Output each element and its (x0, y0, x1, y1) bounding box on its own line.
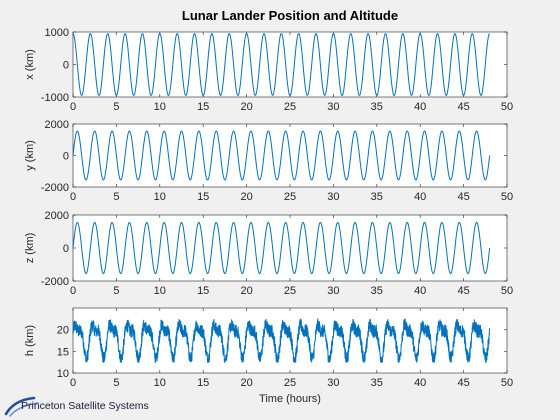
x-tick-label: 30 (327, 101, 339, 113)
x-tick-label: 40 (414, 191, 426, 203)
x-tick-label: 25 (284, 191, 296, 203)
y-tick-label: 2000 (45, 119, 69, 131)
x-tick-label: 50 (501, 377, 513, 389)
x-tick-label: 35 (371, 191, 383, 203)
x-tick-label: 15 (197, 377, 209, 389)
y-tick-label: -1000 (41, 92, 69, 104)
x-tick-label: 45 (457, 285, 469, 297)
x-tick-label: 5 (113, 191, 119, 203)
y-tick-label: -2000 (41, 276, 69, 288)
x-tick-label: 10 (154, 377, 166, 389)
y-tick-label: -2000 (41, 182, 69, 194)
x-tick-label: 25 (284, 285, 296, 297)
x-tick-label: 50 (501, 101, 513, 113)
y-tick-label: 0 (63, 151, 69, 163)
y-axis-label: z (km) (24, 233, 36, 264)
y-axis-label: x (km) (24, 49, 36, 80)
x-tick-label: 0 (70, 101, 76, 113)
series-line-1 (72, 33, 490, 96)
x-tick-label: 20 (240, 285, 252, 297)
x-tick-label: 20 (240, 377, 252, 389)
y-tick-label: 20 (57, 325, 69, 337)
swoosh-logo-icon (4, 396, 39, 417)
x-tick-label: 20 (240, 101, 252, 113)
logo-text: Princeton Satellite Systems (21, 400, 149, 412)
x-tick-label: 40 (414, 285, 426, 297)
y-tick-label: 0 (63, 243, 69, 255)
x-tick-label: 35 (371, 377, 383, 389)
x-tick-label: 30 (327, 285, 339, 297)
y-tick-label: 2000 (45, 210, 69, 222)
x-tick-label: 50 (501, 191, 513, 203)
x-tick-label: 15 (197, 191, 209, 203)
x-tick-label: 10 (154, 191, 166, 203)
x-tick-label: 10 (154, 101, 166, 113)
x-tick-label: 35 (371, 101, 383, 113)
x-tick-label: 25 (284, 101, 296, 113)
y-tick-label: 1000 (45, 27, 69, 39)
x-tick-label: 15 (197, 101, 209, 113)
x-tick-label: 40 (414, 101, 426, 113)
series-line-1 (72, 130, 491, 181)
y-axis-label: y (km) (24, 140, 36, 171)
y-tick-label: 0 (63, 60, 69, 72)
chart-title: Lunar Lander Position and Altitude (182, 8, 398, 23)
series-line-1 (72, 318, 491, 363)
x-tick-label: 25 (284, 377, 296, 389)
subplot-4: 0 5 10 15 20 25 30 35 40 45 50 10 15 20 h (km) Time (ho… (24, 307, 513, 405)
y-tick-label: 15 (57, 346, 69, 358)
x-tick-label: 15 (197, 285, 209, 297)
x-tick-label: 20 (240, 191, 252, 203)
x-tick-label: 0 (70, 377, 76, 389)
x-tick-label: 0 (70, 285, 76, 297)
x-tick-label: 45 (457, 101, 469, 113)
x-tick-label: 5 (113, 101, 119, 113)
x-tick-label: 10 (154, 285, 166, 297)
company-logo: Princeton Satellite Systems (4, 394, 164, 418)
x-tick-label: 45 (457, 377, 469, 389)
x-tick-label: 35 (371, 285, 383, 297)
x-tick-label: 40 (414, 377, 426, 389)
axes-box (72, 31, 508, 98)
series-line-1 (72, 221, 491, 275)
axes-box (72, 307, 508, 374)
y-tick-label: 10 (57, 368, 69, 380)
x-tick-label: 30 (327, 377, 339, 389)
x-tick-label: 5 (113, 285, 119, 297)
x-tick-label: 5 (113, 377, 119, 389)
x-tick-label: 30 (327, 191, 339, 203)
x-tick-label: 45 (457, 191, 469, 203)
x-tick-label: 50 (501, 285, 513, 297)
y-axis-label: h (km) (24, 325, 36, 356)
x-axis-label: Time (hours) (259, 393, 321, 405)
x-tick-label: 0 (70, 191, 76, 203)
